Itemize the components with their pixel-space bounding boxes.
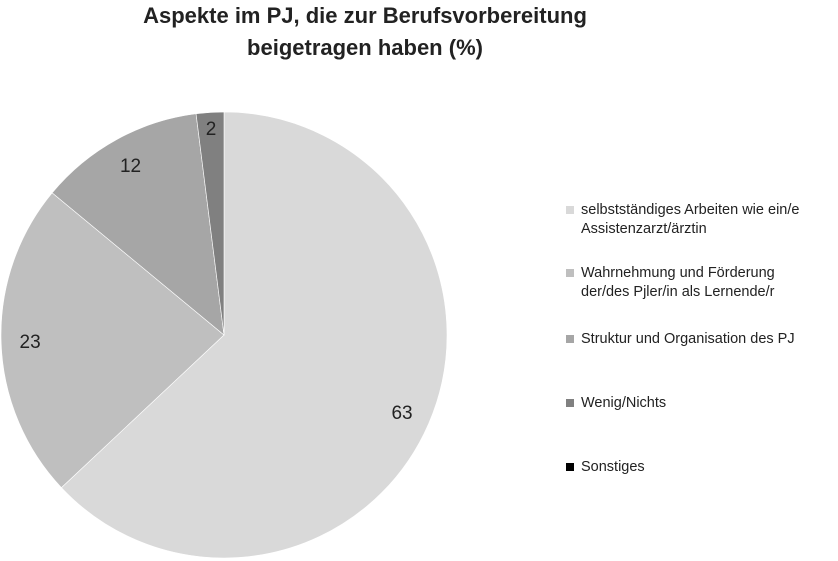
- legend-item: selbstständiges Arbeiten wie ein/e Assist…: [566, 201, 799, 239]
- data-label: 23: [20, 332, 41, 353]
- legend-item: Wenig/Nichts: [566, 394, 666, 413]
- legend-label: Sonstiges: [581, 458, 645, 477]
- legend-swatch: [566, 335, 574, 343]
- legend-label-line: Wenig/Nichts: [581, 395, 667, 411]
- pie-slice: [195, 111, 225, 336]
- legend-swatch: [566, 206, 574, 214]
- legend-label-line: der/des Pjler/in als Lernende/r: [581, 284, 775, 300]
- legend-label: selbstständiges Arbeiten wie ein/e Assist…: [581, 201, 799, 239]
- legend-item: Wahrnehmung und Förderung der/des Pjler/i…: [566, 264, 775, 302]
- legend-label: Wahrnehmung und Förderung der/des Pjler/i…: [581, 264, 775, 302]
- chart-title-line-2: beigetragen haben (%): [247, 35, 483, 60]
- legend-swatch: [566, 269, 574, 277]
- legend-label-line: Struktur und Organisation des PJ: [581, 331, 795, 347]
- chart-title-line-1: Aspekte im PJ, die zur Berufsvorbereitun…: [143, 3, 587, 28]
- legend-label-line: Assistenzarzt/ärztin: [581, 221, 707, 237]
- data-label: 63: [391, 403, 412, 424]
- legend-item: Sonstiges: [566, 458, 645, 477]
- legend-label-line: selbstständiges Arbeiten wie ein/e: [581, 202, 800, 218]
- legend-label: Struktur und Organisation des PJ: [581, 330, 795, 349]
- legend-label-line: Sonstiges: [581, 459, 645, 475]
- legend-label-line: Wahrnehmung und Förderung: [581, 265, 775, 281]
- pie-chart: 63 23 12 2: [0, 111, 448, 559]
- data-label: 12: [120, 156, 141, 177]
- legend-swatch: [566, 463, 574, 471]
- legend-swatch: [566, 399, 574, 407]
- legend-label: Wenig/Nichts: [581, 394, 666, 413]
- pie-slice: [0, 192, 225, 489]
- legend-item: Struktur und Organisation des PJ: [566, 330, 795, 349]
- pie-slice: [51, 113, 225, 336]
- data-label: 2: [206, 119, 217, 140]
- pie-slice: [61, 111, 448, 559]
